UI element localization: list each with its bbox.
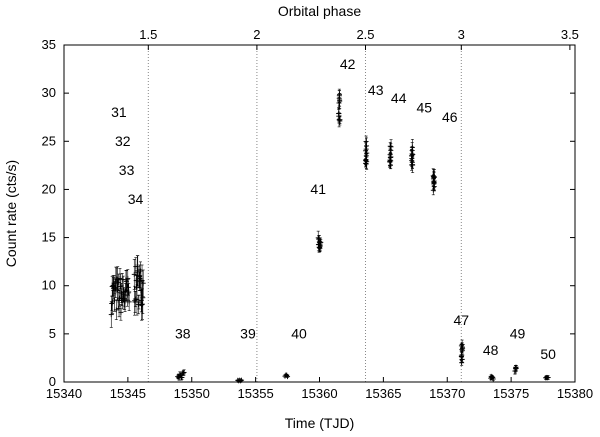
ticks: 15340 15345 15350 15355 15360 15365 15370 15375… bbox=[42, 27, 594, 401]
x2-tick-label: 1.5 bbox=[139, 27, 157, 42]
observation-label: 50 bbox=[540, 346, 556, 362]
data-point bbox=[126, 283, 132, 301]
observation-label: 31 bbox=[111, 104, 127, 120]
x-tick-label: 15365 bbox=[365, 386, 401, 401]
data-point bbox=[490, 376, 496, 382]
data-point bbox=[285, 374, 291, 380]
x-tick-label: 15350 bbox=[174, 386, 210, 401]
data-point bbox=[364, 148, 370, 158]
labels-layer: 31 32 33 34 38 39 40 41 42 43 44 45 46 47 48 49 50 bbox=[111, 56, 556, 362]
x2-tick-label: 3.5 bbox=[561, 27, 579, 42]
x-tick-label: 15380 bbox=[557, 386, 593, 401]
observation-label: 49 bbox=[510, 326, 526, 342]
y-tick-label: 10 bbox=[42, 278, 56, 293]
y-tick-label: 0 bbox=[49, 374, 56, 389]
observation-label: 43 bbox=[368, 82, 384, 98]
data-point bbox=[116, 300, 122, 318]
x-tick-label: 15345 bbox=[110, 386, 146, 401]
data-point bbox=[140, 269, 146, 297]
data-point bbox=[410, 147, 416, 162]
x-tick-label: 15340 bbox=[46, 386, 82, 401]
data-point bbox=[115, 266, 121, 293]
y-tick-label: 25 bbox=[42, 133, 56, 148]
x2-tick-label: 2 bbox=[253, 27, 260, 42]
x-tick-label: 15370 bbox=[429, 386, 465, 401]
phase-lines bbox=[147, 45, 462, 382]
observation-label: 47 bbox=[454, 312, 470, 328]
y-tick-label: 15 bbox=[42, 230, 56, 245]
observation-label: 34 bbox=[128, 191, 144, 207]
data-point bbox=[139, 289, 145, 321]
data-point bbox=[513, 365, 519, 372]
y-tick-label: 30 bbox=[42, 85, 56, 100]
observation-label: 40 bbox=[291, 326, 307, 342]
observation-label: 44 bbox=[391, 90, 407, 106]
data-point bbox=[126, 292, 132, 311]
data-layer bbox=[108, 88, 551, 384]
y-tick-label: 20 bbox=[42, 181, 56, 196]
x-tick-label: 15360 bbox=[301, 386, 337, 401]
data-point bbox=[459, 356, 465, 363]
data-point bbox=[125, 279, 131, 296]
observation-label: 33 bbox=[119, 162, 135, 178]
observation-label: 46 bbox=[442, 109, 458, 125]
x2-axis-label: Orbital phase bbox=[278, 3, 361, 19]
y-tick-label: 5 bbox=[49, 326, 56, 341]
data-point bbox=[318, 239, 324, 246]
observation-label: 42 bbox=[340, 56, 356, 72]
data-point bbox=[337, 115, 343, 124]
data-point bbox=[460, 345, 466, 352]
y-tick-label: 35 bbox=[42, 37, 56, 52]
observation-label: 32 bbox=[115, 133, 131, 149]
data-point bbox=[181, 369, 187, 376]
observation-label: 48 bbox=[483, 342, 499, 358]
x2-tick-label: 3 bbox=[458, 27, 465, 42]
x2-tick-label: 2.5 bbox=[356, 27, 374, 42]
data-point bbox=[113, 299, 119, 320]
y-axis-label: Count rate (cts/s) bbox=[3, 160, 19, 267]
data-point bbox=[545, 375, 551, 381]
x-tick-label: 15355 bbox=[238, 386, 274, 401]
data-point bbox=[108, 301, 114, 328]
data-point bbox=[118, 304, 124, 321]
x-axis-label: Time (TJD) bbox=[285, 415, 354, 431]
data-point bbox=[431, 169, 437, 185]
data-point bbox=[337, 93, 343, 110]
data-point bbox=[109, 295, 115, 312]
x-tick-label: 15375 bbox=[493, 386, 529, 401]
observation-label: 41 bbox=[310, 181, 326, 197]
observation-label: 45 bbox=[416, 99, 432, 115]
plot-frame bbox=[63, 44, 576, 383]
observation-label: 38 bbox=[175, 326, 191, 342]
data-point bbox=[388, 139, 394, 155]
observation-label: 39 bbox=[240, 326, 256, 342]
data-point bbox=[140, 281, 146, 314]
data-point bbox=[139, 288, 145, 320]
